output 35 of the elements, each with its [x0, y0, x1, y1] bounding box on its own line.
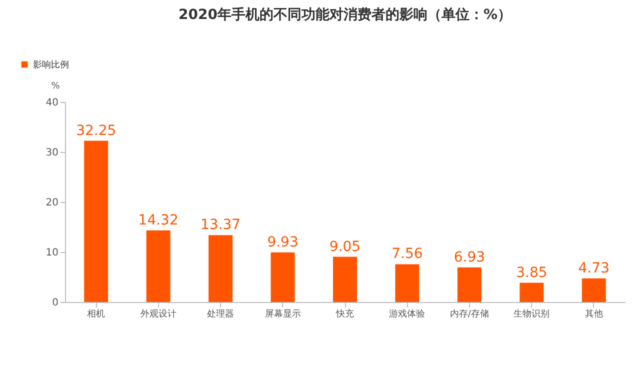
data-label: 6.93: [454, 249, 486, 266]
bar: [270, 252, 295, 302]
chart-title: 2020年手机的不同功能对消费者的影响（单位：%）: [178, 6, 512, 23]
data-label: 13.37: [200, 217, 241, 234]
x-tick-label: 内存/存储: [450, 308, 489, 320]
bar: [333, 256, 357, 302]
bar: [457, 267, 482, 302]
x-tick-label: 其他: [584, 308, 603, 320]
x-tick-label: 游戏体验: [389, 308, 426, 320]
bar: [84, 140, 108, 302]
legend-label: 影响比例: [33, 60, 69, 70]
bar: [146, 230, 170, 302]
bar: [395, 264, 420, 302]
y-tick-label: 20: [46, 198, 58, 208]
x-tick-label: 相机: [87, 308, 106, 320]
y-tick-label: 0: [52, 298, 58, 308]
bar: [520, 282, 544, 302]
x-tick-label: 处理器: [207, 308, 234, 320]
bar: [582, 278, 606, 302]
data-label: 9.93: [267, 234, 298, 250]
y-tick-label: 40: [46, 98, 58, 108]
y-tick-label: 30: [46, 148, 58, 158]
data-label: 32.25: [76, 122, 116, 139]
x-tick-label: 快充: [335, 308, 354, 320]
x-tick-label: 外观设计: [140, 308, 176, 320]
data-label: 3.85: [516, 264, 548, 281]
data-label: 7.56: [392, 246, 423, 262]
data-label: 9.05: [329, 238, 361, 255]
x-tick-label: 生物识别: [514, 308, 550, 320]
bar: [208, 235, 233, 302]
y-axis-title: %: [51, 82, 60, 92]
x-tick-label: 屏幕显示: [264, 308, 301, 320]
y-tick-label: 10: [46, 248, 58, 258]
data-label: 14.32: [138, 212, 178, 228]
data-label: 4.73: [578, 260, 610, 276]
